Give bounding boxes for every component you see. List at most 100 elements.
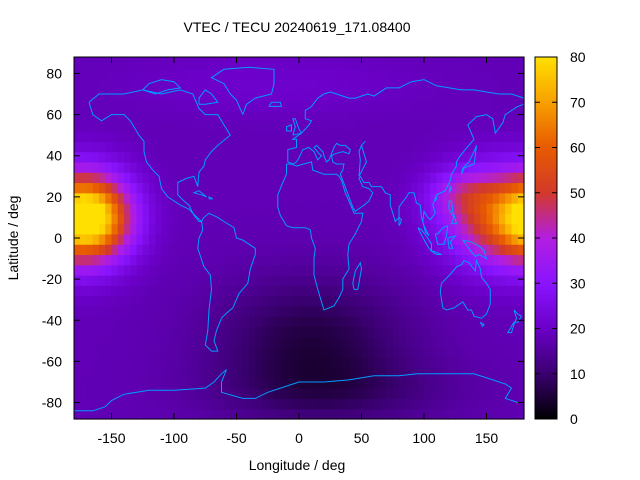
heatmap-cell — [124, 110, 131, 122]
heatmap-cell — [217, 264, 225, 276]
heatmap-cell — [374, 336, 381, 348]
heatmap-cell — [342, 357, 350, 369]
heatmap-cell — [424, 223, 431, 235]
heatmap-cell — [124, 151, 131, 163]
heatmap-cell — [255, 398, 263, 410]
heatmap-cell — [517, 244, 525, 256]
heatmap-cell — [117, 151, 125, 163]
heatmap-cell — [180, 326, 188, 338]
heatmap-cell — [411, 254, 419, 266]
heatmap-cell — [80, 367, 88, 379]
heatmap-cell — [374, 192, 381, 204]
heatmap-cell — [255, 182, 263, 194]
heatmap-cell — [99, 59, 106, 70]
heatmap-cell — [342, 347, 350, 358]
heatmap-cell — [411, 347, 419, 358]
heatmap-cell — [205, 161, 213, 173]
heatmap-cell — [186, 161, 194, 173]
heatmap-cell — [336, 79, 344, 91]
heatmap-cell — [86, 408, 94, 420]
heatmap-cell — [417, 347, 425, 358]
heatmap-cell — [230, 89, 238, 101]
heatmap-cell — [149, 285, 156, 297]
heatmap-cell — [380, 264, 388, 276]
heatmap-cell — [292, 326, 300, 338]
heatmap-cell — [86, 141, 94, 153]
heatmap-cell — [180, 89, 188, 101]
heatmap-cell — [449, 254, 456, 266]
heatmap-cell — [280, 59, 288, 70]
heatmap-cell — [417, 275, 425, 286]
heatmap-cell — [136, 233, 144, 245]
heatmap-cell — [461, 398, 469, 410]
heatmap-cell — [449, 244, 456, 256]
heatmap-cell — [80, 305, 88, 317]
heatmap-cell — [99, 192, 106, 204]
heatmap-cell — [217, 316, 225, 328]
heatmap-cell — [492, 254, 500, 266]
heatmap-cell — [80, 110, 88, 122]
heatmap-cell — [205, 141, 213, 153]
heatmap-cell — [399, 244, 406, 256]
heatmap-cell — [230, 326, 238, 338]
heatmap-cell — [455, 89, 463, 101]
heatmap-cell — [517, 89, 525, 101]
heatmap-cell — [517, 131, 525, 142]
heatmap-cell — [305, 285, 313, 297]
heatmap-cell — [336, 388, 344, 400]
heatmap-cell — [367, 59, 375, 70]
heatmap-cell — [92, 182, 100, 194]
heatmap-cell — [324, 377, 331, 389]
heatmap-cell — [74, 275, 81, 286]
heatmap-cell — [324, 192, 331, 204]
heatmap-cell — [124, 79, 131, 91]
heatmap-cell — [292, 347, 300, 358]
heatmap-cell — [274, 57, 281, 60]
heatmap-cell — [511, 357, 519, 369]
heatmap-cell — [130, 388, 138, 400]
heatmap-cell — [255, 120, 263, 132]
heatmap-cell — [86, 377, 94, 389]
heatmap-cell — [274, 336, 281, 348]
heatmap-cell — [411, 233, 419, 245]
heatmap-cell — [505, 69, 513, 81]
y-tick-label: -80 — [42, 395, 62, 411]
heatmap-cell — [211, 172, 219, 184]
heatmap-cell — [192, 89, 200, 101]
heatmap-cell — [449, 316, 456, 328]
heatmap-cell — [74, 316, 81, 328]
heatmap-cell — [180, 151, 188, 163]
heatmap-cell — [274, 100, 281, 112]
heatmap-cell — [105, 161, 113, 173]
heatmap-cell — [130, 336, 138, 348]
heatmap-cell — [155, 89, 163, 101]
heatmap-cell — [255, 213, 263, 225]
heatmap-cell — [317, 347, 325, 358]
heatmap-cell — [405, 59, 413, 70]
x-axis-label: Longitude / deg — [249, 457, 346, 473]
heatmap-cell — [392, 264, 400, 276]
heatmap-cell — [374, 264, 381, 276]
heatmap-cell — [130, 233, 138, 245]
heatmap-cell — [105, 172, 113, 184]
heatmap-cell — [174, 275, 181, 286]
heatmap-cell — [130, 151, 138, 163]
heatmap-cell — [349, 264, 356, 276]
heatmap-cell — [249, 89, 256, 101]
heatmap-cell — [424, 347, 431, 358]
heatmap-cell — [511, 275, 519, 286]
heatmap-cell — [286, 59, 294, 70]
heatmap-cell — [255, 244, 263, 256]
heatmap-cell — [267, 336, 275, 348]
heatmap-cell — [124, 192, 131, 204]
heatmap-cell — [399, 388, 406, 400]
heatmap-cell — [392, 110, 400, 122]
heatmap-cell — [292, 151, 300, 163]
heatmap-cell — [474, 59, 481, 70]
heatmap-cell — [436, 367, 444, 379]
heatmap-cell — [74, 79, 81, 91]
heatmap-cell — [374, 161, 381, 173]
heatmap-cell — [99, 326, 106, 338]
heatmap-cell — [80, 347, 88, 358]
heatmap-cell — [224, 141, 231, 153]
